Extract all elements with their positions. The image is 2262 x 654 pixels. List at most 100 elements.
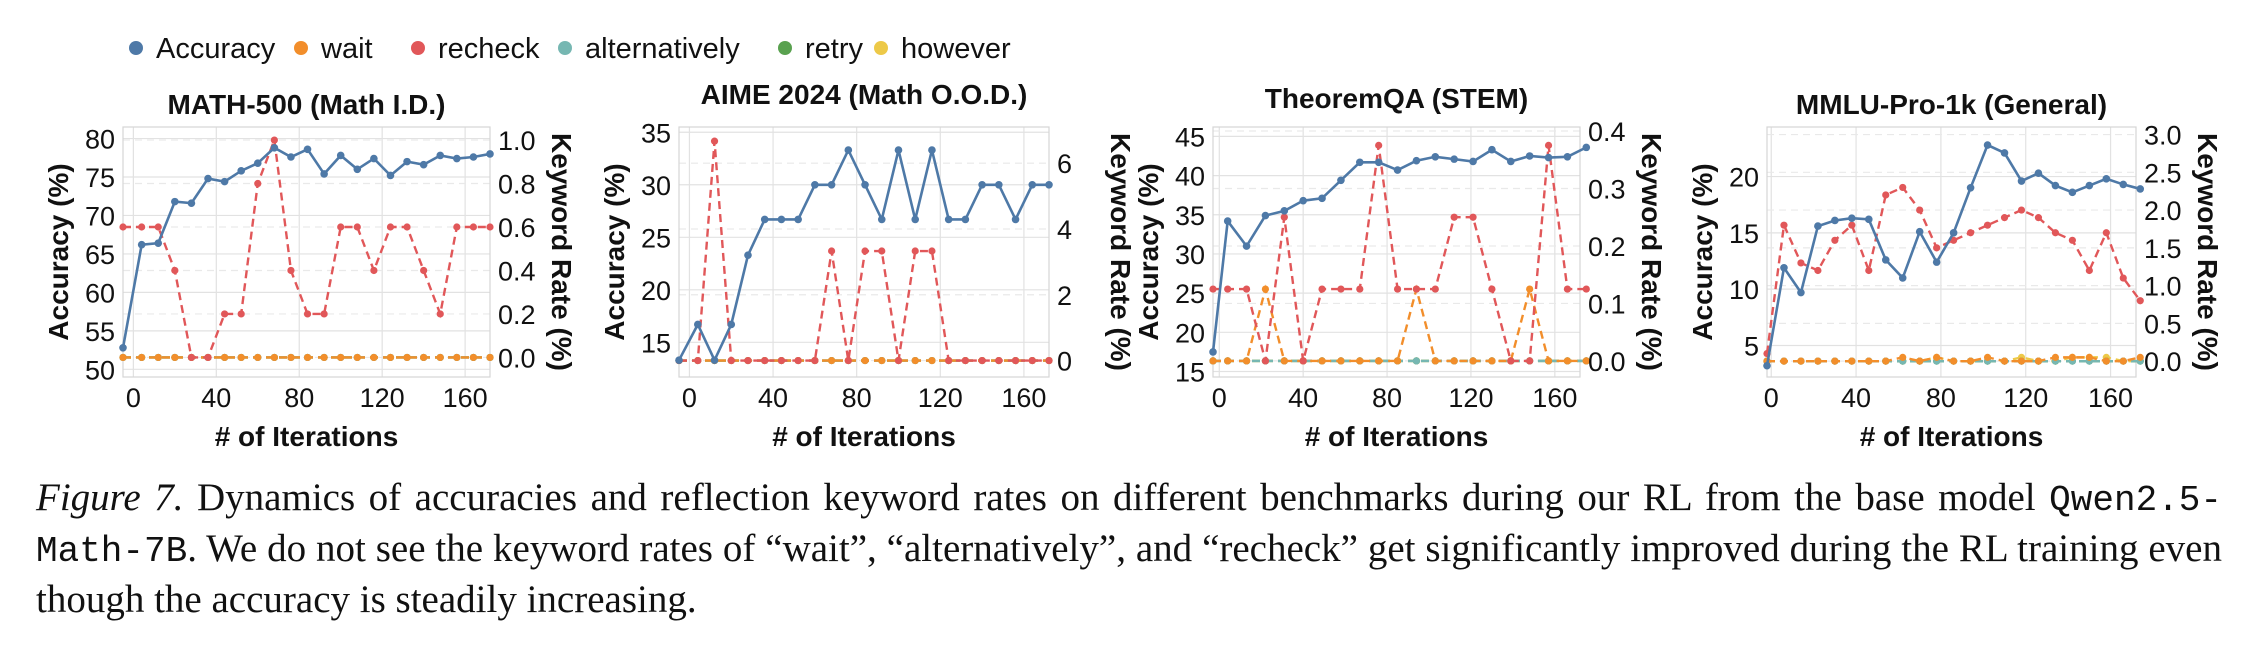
- data-point-recheck: [353, 223, 361, 231]
- data-point-accuracy: [137, 240, 146, 249]
- data-point-wait: [1526, 285, 1534, 293]
- data-point-accuracy: [744, 251, 752, 259]
- data-point-wait: [1337, 357, 1345, 365]
- data-point-recheck: [469, 223, 478, 231]
- data-point-accuracy: [1431, 152, 1440, 161]
- data-point-accuracy: [453, 154, 461, 163]
- series-line-recheck: [1213, 145, 1587, 363]
- y2-tick-label: 0.4: [498, 256, 536, 286]
- data-point-recheck: [1882, 191, 1890, 199]
- data-point-wait: [1318, 357, 1326, 365]
- y2-tick-label: 0.2: [1588, 232, 1626, 262]
- data-point-accuracy: [1949, 229, 1958, 237]
- data-point-recheck: [436, 310, 444, 318]
- data-point-wait: [911, 356, 919, 365]
- keyword-series: [1763, 183, 2144, 365]
- data-point-recheck: [995, 356, 1003, 365]
- data-point-recheck: [1011, 356, 1020, 365]
- y-axis-ticks: 15 20 25 30 35 40 45: [1175, 122, 1205, 387]
- data-point-recheck: [827, 247, 836, 255]
- data-point-accuracy: [928, 146, 936, 154]
- data-point-wait: [337, 353, 345, 362]
- series-line-accuracy: [121, 146, 491, 349]
- data-point-accuracy: [187, 199, 196, 207]
- data-point-wait: [1261, 285, 1270, 293]
- y2-axis-label: Keyword Rate (%): [1636, 133, 1667, 371]
- data-point-recheck: [1242, 285, 1251, 293]
- data-point-accuracy: [2034, 169, 2043, 177]
- x-tick-label: 80: [1372, 383, 1402, 413]
- series-accuracy: [675, 146, 1053, 364]
- data-point-wait: [353, 353, 361, 362]
- data-point-accuracy: [1318, 194, 1326, 203]
- data-point-recheck: [744, 356, 752, 365]
- x-tick-label: 160: [1001, 383, 1046, 413]
- plot-frame: [1766, 126, 2137, 378]
- data-point-recheck: [2017, 206, 2026, 214]
- data-point-wait: [1582, 357, 1590, 365]
- y-tick-label: 30: [1175, 240, 1205, 270]
- y-tick-label: 15: [641, 328, 671, 358]
- y-tick-label: 80: [85, 125, 115, 155]
- data-point-recheck: [1983, 221, 1992, 229]
- data-point-recheck: [1488, 285, 1496, 293]
- keyword-series: [119, 136, 494, 362]
- data-point-accuracy: [486, 150, 494, 158]
- data-point-recheck: [420, 266, 428, 275]
- data-point-recheck: [694, 356, 702, 365]
- data-point-wait: [1469, 357, 1477, 365]
- data-point-accuracy: [1582, 143, 1591, 152]
- data-point-wait: [1950, 357, 1958, 365]
- data-point-recheck: [453, 223, 461, 231]
- data-point-recheck: [1780, 221, 1788, 229]
- y2-tick-label: 2.5: [2144, 158, 2182, 188]
- data-point-recheck: [844, 356, 852, 365]
- data-point-recheck: [1469, 213, 1477, 221]
- data-point-recheck: [945, 356, 953, 365]
- data-point-accuracy: [1932, 258, 1941, 266]
- y2-axis-label: Keyword Rate (%): [1105, 133, 1136, 371]
- data-point-recheck: [2034, 214, 2043, 222]
- y2-tick-label: 0.2: [498, 300, 536, 330]
- data-point-recheck: [2119, 274, 2127, 282]
- data-point-recheck: [138, 223, 146, 231]
- series-accuracy: [119, 143, 494, 352]
- chart-panel-3: 0 40 80 120 160 15 20 25 30 35 40 45 0.0 0.1 0.2 0.3 0.4…: [1133, 83, 1667, 452]
- data-point-wait: [320, 353, 328, 362]
- data-point-recheck: [1450, 213, 1458, 221]
- figure-caption: Figure 7. Dynamics of accuracies and ref…: [36, 474, 2222, 624]
- data-point-recheck: [1582, 285, 1590, 293]
- data-point-wait: [1563, 357, 1572, 365]
- legend-item-wait: wait: [294, 33, 373, 65]
- data-point-accuracy: [1506, 157, 1515, 166]
- data-point-accuracy: [1831, 216, 1839, 225]
- data-point-wait: [1431, 357, 1439, 365]
- data-point-accuracy: [1374, 158, 1383, 167]
- data-point-accuracy: [469, 153, 478, 161]
- data-point-accuracy: [1864, 215, 1873, 224]
- legend-label: retry: [805, 33, 864, 65]
- x-tick-label: 0: [126, 383, 141, 413]
- data-point-recheck: [777, 356, 786, 365]
- chart-title: MMLU-Pro-1k (General): [1796, 89, 2107, 120]
- figure-canvas: Accuracy wait recheck alternatively retry how…: [43, 33, 2223, 452]
- data-point-recheck: [254, 179, 262, 188]
- data-point-accuracy: [1412, 156, 1421, 165]
- data-point-recheck: [1412, 285, 1421, 293]
- data-point-recheck: [1045, 356, 1053, 365]
- data-point-wait: [1375, 357, 1383, 365]
- series-recheck: [119, 136, 494, 362]
- y2-tick-label: 1.5: [2144, 234, 2182, 264]
- data-point-accuracy: [1780, 263, 1788, 272]
- data-point-accuracy: [2085, 181, 2094, 190]
- data-point-recheck: [1507, 357, 1515, 365]
- x-tick-label: 40: [201, 383, 231, 413]
- data-point-wait: [1983, 353, 1992, 361]
- data-point-accuracy: [1261, 211, 1270, 220]
- data-point-accuracy: [794, 215, 802, 224]
- chart-title: TheoremQA (STEM): [1265, 83, 1528, 114]
- y2-tick-label: 0.8: [498, 170, 536, 200]
- y-axis-label: Accuracy (%): [43, 163, 74, 340]
- data-point-wait: [1393, 357, 1402, 365]
- data-point-accuracy: [811, 180, 819, 189]
